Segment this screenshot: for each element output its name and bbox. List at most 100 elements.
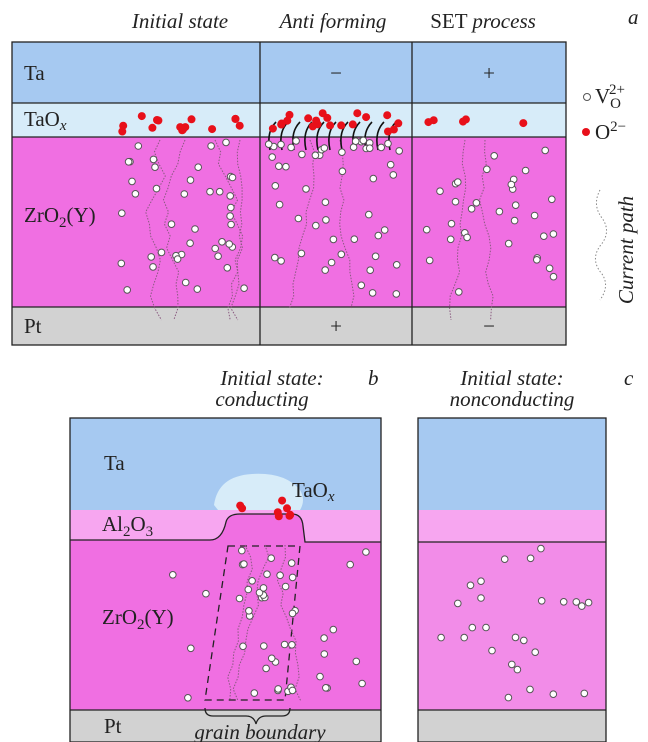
vacancy [261,643,268,650]
vacancy [456,289,463,296]
layer-label: Pt [104,714,122,738]
legend-current-path-icon [595,190,606,300]
vacancy [288,144,295,151]
vacancy [278,141,285,148]
vacancy [447,236,454,243]
vacancy [295,215,302,222]
oxygen-ion [275,512,283,520]
vacancy [393,291,400,298]
vacancy [268,555,275,562]
vacancy [387,161,394,168]
vacancy [538,598,545,605]
vacancy [534,257,541,264]
vacancy [496,208,503,215]
vacancy [192,226,199,233]
vacancy [550,231,557,238]
oxygen-ion [519,119,527,127]
vacancy [512,634,519,641]
vacancy [321,635,328,642]
vacancy [289,687,296,694]
legend-vacancy-icon [584,94,591,101]
vacancy [512,202,519,209]
vacancy [241,561,248,568]
panel-a: Initial state Anti forming SET process a… [12,5,639,345]
grain-boundary-label: grain boundary [194,720,326,742]
oxygen-ion [424,118,432,126]
vacancy [352,138,359,145]
vacancy [269,154,276,161]
vacancy [347,561,354,568]
header: Anti forming [278,9,387,33]
vacancy [423,226,430,233]
vacancy [289,610,296,617]
vacancy [464,234,471,241]
figure: Initial state Anti forming SET process a… [0,0,648,742]
vacancy [321,651,328,658]
vacancy [351,236,358,243]
label-sub: x [327,489,335,505]
vacancy [249,578,256,585]
vacancy [531,212,538,219]
vacancy [501,556,508,563]
vacancy [170,572,177,579]
vacancy [188,645,195,652]
vacancy [369,290,376,297]
header-italic: process [470,9,535,33]
vacancy [522,167,529,174]
vacancy [461,634,468,641]
vacancy [550,691,557,698]
vacancy [229,174,236,181]
vacancy [390,172,397,179]
oxygen-ion [138,112,146,120]
header-plain: SET [430,9,468,33]
vacancy [289,642,296,649]
vacancy [491,153,498,160]
legend-oxygen-icon [582,128,590,136]
vacancy [216,188,223,195]
vacancy [264,571,271,578]
vacancy [228,204,235,211]
vacancy [452,198,459,205]
layer-label: Ta [104,451,125,475]
vacancy [489,647,496,654]
label-base: V [595,84,610,108]
vacancy [393,262,400,269]
vacancy [118,260,125,267]
vacancy [207,188,214,195]
vacancy [268,655,275,662]
vacancy [509,661,516,668]
vacancy [208,143,215,150]
oxygen-ion [118,128,126,136]
vacancy [473,200,480,207]
vacancy [260,585,267,592]
vacancy [527,555,534,562]
vacancy [224,265,231,272]
oxygen-ion [208,125,216,133]
vacancy [263,665,270,672]
oxygen-ion [277,121,285,129]
oxygen-ion [349,120,357,128]
oxygen-ion [337,121,345,129]
vacancy [437,188,444,195]
label-tail: (Y) [67,203,96,227]
vacancy [385,140,392,147]
vacancy [359,680,366,687]
vacancy [119,210,126,217]
vacancy [215,253,222,260]
vacancy [367,267,374,274]
vacancy [363,549,370,556]
vacancy [245,586,252,593]
vacancy [289,574,296,581]
vacancy [328,259,335,266]
vacancy [541,233,548,240]
vacancy [323,685,330,692]
panel-subtitle: nonconducting [450,387,575,411]
panel-c: Initial state: nonconducting c [418,366,634,742]
vacancy [168,221,175,228]
panel-subtitle: conducting [215,387,308,411]
vacancy [132,191,139,198]
oxygen-ion [304,114,312,122]
vacancy [322,267,329,274]
vacancy [508,181,515,188]
pt-layer [418,710,606,742]
